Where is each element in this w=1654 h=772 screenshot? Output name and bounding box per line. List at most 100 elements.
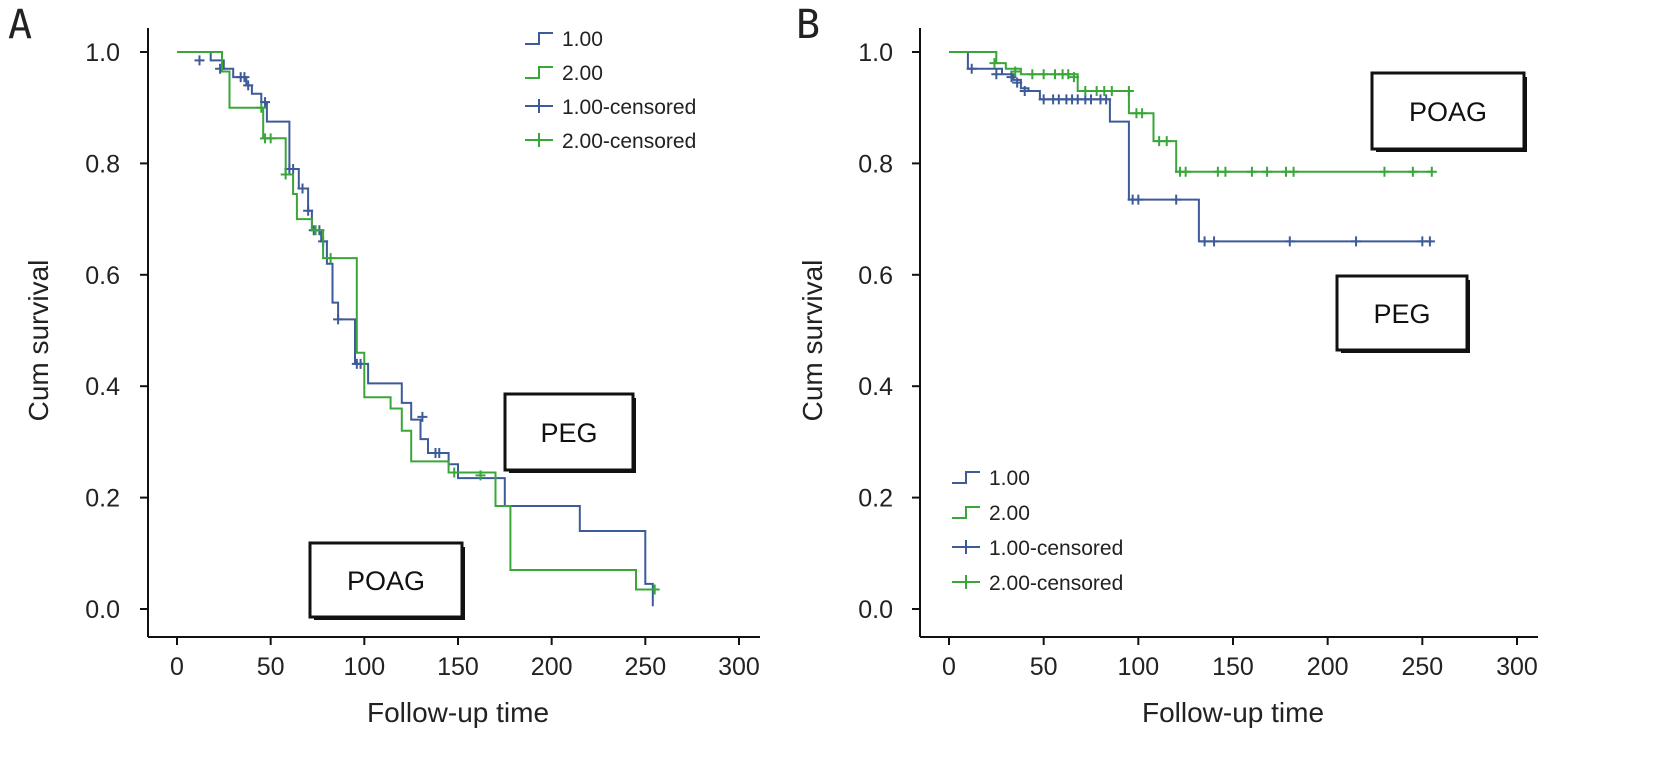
x-tick-label: 50 — [257, 653, 285, 681]
censor-mark-series-1 — [1038, 94, 1049, 105]
y-tick-label: 0.4 — [85, 373, 120, 401]
x-axis-label: Follow-up time — [1142, 697, 1324, 728]
annotation-label: POAG — [1409, 97, 1487, 127]
censor-mark-series-1 — [194, 55, 205, 66]
censor-mark-series-1 — [288, 163, 299, 174]
x-tick-label: 0 — [170, 653, 184, 681]
y-tick-label: 0.8 — [858, 150, 893, 178]
x-tick-label: 200 — [531, 653, 573, 681]
legend-step-swatch — [525, 66, 553, 79]
censor-mark-series-1 — [1012, 77, 1023, 88]
legend-entry-label: 1.00 — [989, 467, 1030, 490]
y-tick-label: 0.6 — [85, 262, 120, 290]
censor-mark-series-1 — [1101, 94, 1112, 105]
survival-curve-series-2 — [177, 51, 655, 591]
panel-b-chart: B0.00.20.40.60.81.00 50 100 150 200 250 300Fol… — [796, 2, 1538, 728]
y-tick-label: 0.0 — [858, 596, 893, 624]
censor-mark-series-2 — [1123, 85, 1134, 96]
censor-mark-series-1 — [1171, 194, 1182, 205]
legend-step-swatch — [952, 471, 980, 484]
censor-mark-series-2 — [1220, 166, 1231, 177]
x-tick-label: 100 — [343, 653, 385, 681]
legend-entry-label: 2.00 — [562, 62, 603, 85]
censor-mark-series-1 — [215, 63, 226, 74]
censor-mark-series-2 — [265, 133, 276, 144]
annotation-box-shadow — [509, 398, 636, 473]
censor-mark-series-1 — [1019, 85, 1030, 96]
censor-mark-series-2 — [325, 253, 336, 264]
annotation-label: PEG — [540, 418, 597, 448]
legend-step-swatch — [952, 506, 980, 519]
censor-mark-series-2 — [1161, 136, 1172, 147]
censor-mark-series-1 — [1351, 236, 1362, 247]
censor-mark-series-2 — [1379, 166, 1390, 177]
censor-mark-series-2 — [256, 102, 267, 113]
censor-mark-series-2 — [1407, 166, 1418, 177]
censor-mark-series-1 — [1086, 94, 1096, 105]
y-tick-label: 0.0 — [85, 596, 120, 624]
y-tick-label: 1.0 — [858, 39, 893, 67]
x-tick-label: 150 — [1212, 653, 1254, 681]
censor-mark-series-1 — [1424, 236, 1435, 247]
censor-mark-series-2 — [1027, 69, 1038, 80]
annotation-box-shadow — [314, 547, 465, 620]
y-axis-label: Cum survival — [797, 260, 828, 422]
legend-censor-swatch — [525, 133, 553, 147]
legend-entry-label: 2.00-censored — [989, 572, 1123, 595]
panel-a-chart: A0.00.20.40.60.81.00 50 100 150 200 250 300Fol… — [8, 2, 760, 728]
censor-mark-series-2 — [1080, 85, 1091, 96]
x-tick-label: 50 — [1030, 653, 1058, 681]
censor-mark-series-1 — [417, 411, 428, 422]
annotation-box — [1335, 274, 1469, 352]
censor-mark-series-1 — [1006, 72, 1017, 83]
annotation-box — [308, 541, 464, 619]
legend-entry-label: 1.00-censored — [989, 537, 1123, 560]
survival-curve-series-1 — [949, 51, 1432, 243]
y-tick-label: 0.2 — [85, 485, 120, 513]
censor-mark-series-2 — [1106, 85, 1117, 96]
annotation-box — [503, 392, 635, 472]
annotation-box-shadow — [1376, 77, 1527, 152]
survival-curve-series-2 — [949, 51, 1432, 173]
censor-mark-series-2 — [475, 470, 486, 481]
y-axis-label: Cum survival — [23, 260, 54, 422]
legend-step-swatch — [525, 32, 553, 45]
x-tick-label: 200 — [1307, 653, 1349, 681]
censor-mark-series-2 — [449, 467, 460, 478]
censor-mark-series-1 — [991, 69, 1002, 80]
legend-censor-swatch — [952, 540, 980, 554]
censor-mark-series-1 — [297, 183, 308, 194]
censor-mark-series-1 — [243, 80, 254, 91]
censor-mark-series-2 — [1068, 72, 1079, 83]
annotation-box — [1370, 71, 1526, 151]
censor-mark-series-1 — [333, 314, 344, 325]
censor-mark-series-1 — [303, 205, 314, 216]
y-tick-label: 0.8 — [85, 150, 120, 178]
censor-mark-series-2 — [1063, 69, 1074, 80]
censor-mark-series-2 — [1288, 166, 1299, 177]
x-tick-label: 300 — [718, 653, 760, 681]
x-axis-label: Follow-up time — [367, 697, 549, 728]
censor-mark-series-1 — [1284, 236, 1295, 247]
x-tick-label: 250 — [1401, 653, 1443, 681]
legend-entry-label: 1.00-censored — [562, 96, 696, 119]
y-tick-label: 0.4 — [858, 373, 893, 401]
censor-mark-series-1 — [966, 63, 977, 74]
censor-mark-series-2 — [989, 58, 1000, 69]
x-tick-label: 150 — [437, 653, 479, 681]
y-tick-label: 0.6 — [858, 262, 893, 290]
x-tick-label: 0 — [942, 653, 956, 681]
censor-mark-series-2 — [1246, 166, 1257, 177]
panel-letter: A — [8, 2, 32, 48]
x-tick-label: 100 — [1117, 653, 1159, 681]
censor-mark-series-2 — [310, 225, 321, 236]
censor-mark-series-1 — [434, 448, 445, 459]
censor-mark-series-1 — [239, 72, 250, 83]
panel-letter: B — [796, 2, 820, 48]
censor-mark-series-2 — [1137, 108, 1148, 119]
x-tick-label: 300 — [1496, 653, 1538, 681]
annotation-box-shadow — [1341, 280, 1470, 353]
censor-mark-series-2 — [1262, 166, 1273, 177]
censor-mark-series-1 — [260, 97, 271, 108]
censor-mark-series-1 — [1209, 236, 1220, 247]
